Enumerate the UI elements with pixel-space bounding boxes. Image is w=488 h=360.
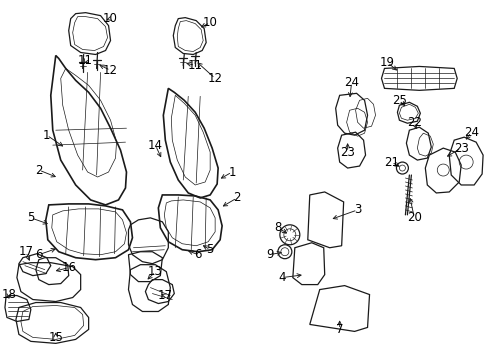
Text: 10: 10 [203,16,217,29]
Text: 1: 1 [228,166,235,179]
Text: 13: 13 [148,265,163,278]
Text: 24: 24 [344,76,358,89]
Text: 25: 25 [391,94,406,107]
Text: 3: 3 [353,203,361,216]
Text: 23: 23 [340,145,354,159]
Text: 21: 21 [383,156,398,168]
Text: 4: 4 [278,271,285,284]
Text: 7: 7 [335,323,343,336]
Text: 5: 5 [27,211,35,224]
Text: 16: 16 [61,261,76,274]
Text: 24: 24 [463,126,478,139]
Text: 6: 6 [194,248,202,261]
Text: 12: 12 [103,64,118,77]
Text: 17: 17 [19,245,33,258]
Text: 23: 23 [453,141,468,155]
Text: 1: 1 [43,129,50,142]
Text: 9: 9 [265,248,273,261]
Text: 2: 2 [233,192,240,204]
Text: 14: 14 [147,139,163,152]
Text: 11: 11 [187,59,203,72]
Text: 5: 5 [206,243,213,256]
Text: 6: 6 [35,248,42,261]
Text: 20: 20 [406,211,421,224]
Text: 12: 12 [207,72,222,85]
Text: 8: 8 [274,221,281,234]
Text: 18: 18 [1,288,16,301]
Text: 22: 22 [406,116,421,129]
Text: 2: 2 [35,163,42,176]
Text: 15: 15 [48,331,63,344]
Text: 11: 11 [78,54,93,67]
Text: 17: 17 [158,289,172,302]
Text: 10: 10 [103,12,118,25]
Text: 19: 19 [379,56,394,69]
